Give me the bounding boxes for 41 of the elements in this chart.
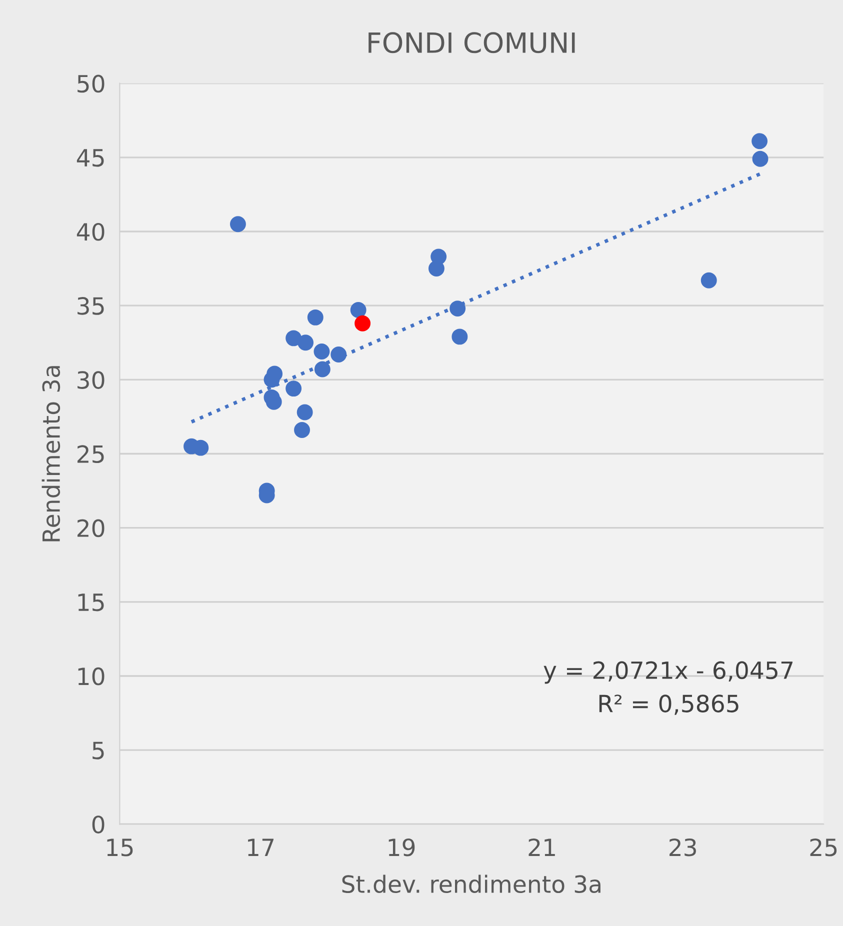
point bbox=[452, 328, 468, 345]
point bbox=[286, 330, 302, 346]
y-tick-label: 10 bbox=[78, 667, 104, 686]
point bbox=[307, 309, 324, 326]
point bbox=[296, 404, 313, 420]
y-tick-label: 35 bbox=[78, 297, 104, 315]
point bbox=[450, 300, 466, 317]
point bbox=[752, 150, 768, 167]
x-tick-label: 21 bbox=[528, 838, 555, 856]
point bbox=[700, 272, 717, 288]
x-tick-label: 25 bbox=[810, 838, 837, 856]
point bbox=[350, 302, 366, 318]
y-tick-label: 0 bbox=[92, 816, 104, 834]
x-tick-label: 17 bbox=[248, 838, 274, 856]
y-tick-label: 25 bbox=[78, 445, 104, 464]
y-tick-label: 15 bbox=[78, 594, 104, 612]
y-tick-label: 20 bbox=[78, 519, 104, 538]
chart-title: FONDI COMUNI bbox=[368, 32, 575, 54]
point bbox=[298, 334, 314, 351]
y-tick-label: 40 bbox=[76, 222, 104, 241]
point bbox=[286, 380, 302, 397]
x-tick-label: 19 bbox=[388, 838, 415, 856]
point bbox=[230, 216, 246, 232]
point bbox=[314, 344, 330, 360]
y-tick-label: 5 bbox=[92, 742, 104, 760]
y-tick-label: 50 bbox=[78, 74, 104, 93]
point bbox=[266, 366, 283, 382]
point bbox=[330, 346, 347, 362]
y-tick-label: 45 bbox=[76, 149, 104, 167]
y-axis-title: Rendimento 3a bbox=[42, 366, 60, 542]
x-axis-title: St.dev. rendimento 3a bbox=[342, 874, 600, 894]
y-tick-label: 30 bbox=[78, 371, 104, 389]
annotation: y = 2,0721x - 6,0457 bbox=[544, 661, 792, 684]
point bbox=[294, 422, 310, 438]
point bbox=[430, 248, 447, 265]
point bbox=[354, 315, 371, 332]
x-tick-label: 15 bbox=[107, 838, 133, 856]
x-tick-label: 23 bbox=[670, 838, 696, 856]
point bbox=[752, 133, 768, 150]
annotation: R² = 0,5865 bbox=[599, 694, 738, 715]
point bbox=[314, 361, 330, 378]
